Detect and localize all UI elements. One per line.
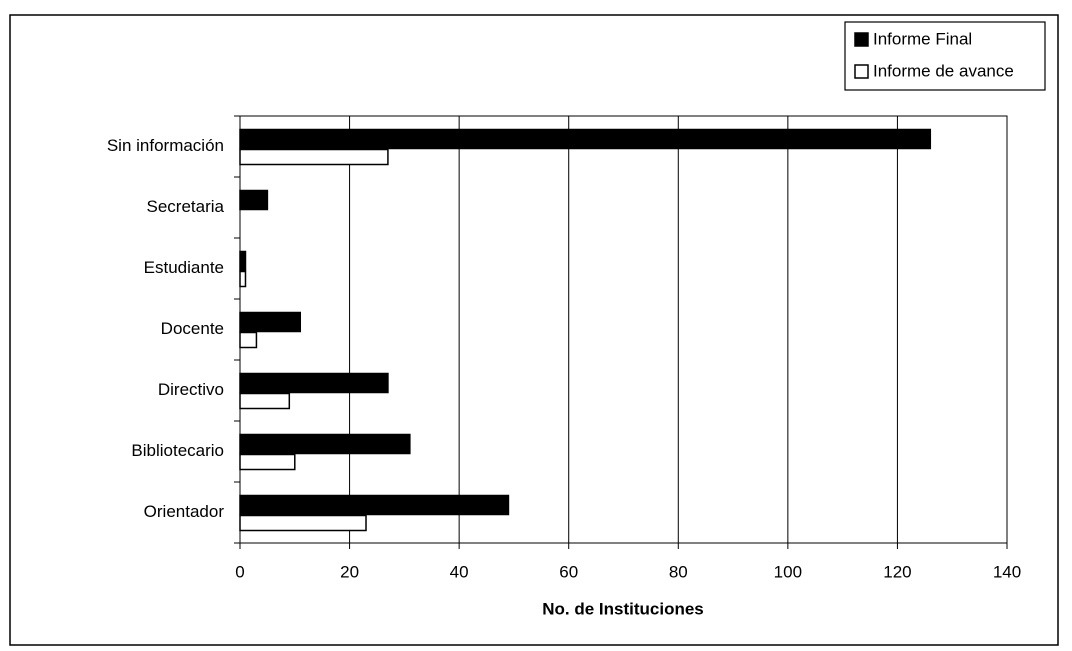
bar <box>239 270 247 288</box>
y-tick-label: Directivo <box>158 380 224 399</box>
x-tick-label: 20 <box>340 562 359 581</box>
x-tick-label: 60 <box>559 562 578 581</box>
y-tick-label: Secretaria <box>147 197 225 216</box>
legend-label: Informe Final <box>873 29 972 48</box>
x-tick-label: 0 <box>235 562 244 581</box>
bar <box>239 514 367 532</box>
bar <box>239 250 247 272</box>
legend-label: Informe de avance <box>873 61 1014 80</box>
x-tick-label: 140 <box>993 562 1021 581</box>
x-tick-label: 80 <box>669 562 688 581</box>
bar <box>239 453 296 471</box>
y-tick-label: Sin información <box>107 136 224 155</box>
y-tick-label: Estudiante <box>144 258 224 277</box>
bar <box>239 494 510 516</box>
bar <box>239 189 269 211</box>
x-tick-label: 100 <box>774 562 802 581</box>
legend-swatch <box>854 64 869 79</box>
bar <box>239 128 932 150</box>
x-axis-label: No. de Instituciones <box>542 599 704 618</box>
y-tick-label: Docente <box>161 319 224 338</box>
bar <box>239 148 389 166</box>
x-tick-label: 40 <box>450 562 469 581</box>
y-tick-label: Bibliotecario <box>131 441 224 460</box>
frame <box>9 14 1059 646</box>
bar <box>239 433 411 455</box>
legend-swatch <box>854 32 869 47</box>
plot-area <box>239 115 1008 544</box>
bar <box>239 331 258 349</box>
bar <box>239 311 302 333</box>
bar <box>239 392 291 410</box>
x-tick-label: 120 <box>883 562 911 581</box>
legend-box <box>844 21 1046 91</box>
y-tick-label: Orientador <box>144 502 225 521</box>
bar <box>239 372 389 394</box>
